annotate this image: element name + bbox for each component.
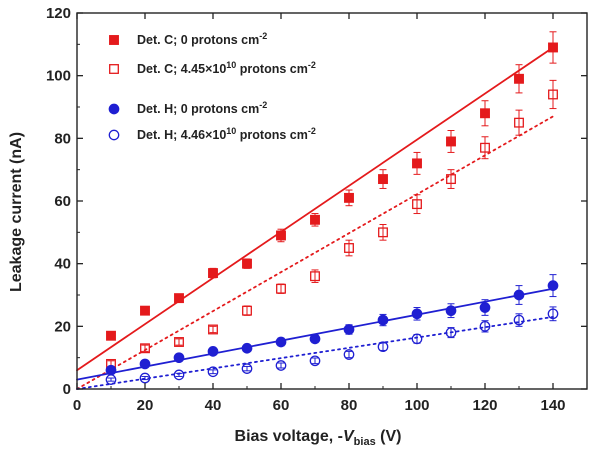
- data-point-series-2: [446, 174, 456, 185]
- data-point-series-1: [208, 268, 218, 279]
- data-point-series-1: [140, 305, 150, 316]
- data-point-series-3: [105, 364, 117, 376]
- data-point-series-3: [139, 358, 151, 370]
- x-tick-label: 120: [472, 397, 497, 414]
- data-point-series-3: [377, 314, 389, 326]
- data-point-series-4: [241, 363, 253, 374]
- data-point-series-4: [173, 369, 185, 381]
- data-point-series-2: [378, 227, 388, 238]
- legend-label-series-1: Det. C; 0 protons cm-2: [137, 31, 267, 47]
- data-point-series-1: [242, 258, 252, 269]
- data-point-series-2: [276, 283, 286, 294]
- data-point-series-1: [378, 174, 388, 185]
- data-point-series-2: [548, 89, 558, 100]
- data-point-series-4: [207, 366, 219, 378]
- x-axis-title-sub: bias: [354, 436, 376, 448]
- data-point-series-1: [412, 158, 422, 169]
- x-tick-label: 0: [73, 397, 81, 414]
- axes: 0 20 40 60 80 100 120 140 0 20 40 60 80 100 120: [46, 5, 588, 414]
- legend-label-series-3: Det. H; 0 protons cm-2: [137, 100, 267, 116]
- data-point-series-3: [513, 289, 525, 301]
- data-point-series-2: [242, 305, 252, 316]
- data-point-series-2: [140, 343, 150, 354]
- data-point-series-3: [547, 280, 559, 291]
- legend: Det. C; 0 protons cm-2 Det. C; 4.45×1010 …: [108, 31, 316, 142]
- data-point-series-4: [479, 320, 491, 332]
- fit-line-series-2: [76, 115, 554, 390]
- data-point-series-3: [343, 324, 355, 335]
- data-point-series-1: [548, 42, 558, 53]
- data-point-series-4: [547, 308, 559, 320]
- data-point-series-3: [411, 308, 423, 320]
- y-tick-label: 80: [54, 130, 71, 147]
- x-axis-title-var: V: [343, 428, 355, 445]
- data-point-series-1: [310, 214, 320, 225]
- data-point-series-4: [105, 374, 117, 385]
- data-point-series-3: [241, 342, 253, 354]
- data-point-series-4: [377, 341, 389, 353]
- data-point-series-4: [139, 372, 151, 384]
- y-tick-label: 100: [46, 68, 71, 85]
- data-point-series-4: [513, 314, 525, 326]
- y-tick-label: 120: [46, 5, 71, 22]
- legend-marker-series-2: [109, 64, 119, 74]
- data-point-series-3: [207, 346, 219, 357]
- x-tick-label: 60: [273, 397, 290, 414]
- y-tick-label: 60: [54, 193, 71, 210]
- y-tick-label: 20: [54, 318, 71, 335]
- fit-line-series-1: [76, 46, 554, 372]
- data-point-series-1: [344, 192, 354, 203]
- x-axis-title: Bias voltage, -Vbias (V): [235, 428, 402, 448]
- data-point-series-3: [309, 333, 321, 345]
- data-point-series-4: [309, 355, 321, 367]
- data-point-series-2: [412, 199, 422, 210]
- data-point-series-2: [344, 243, 354, 253]
- data-point-series-4: [275, 360, 287, 371]
- x-tick-label: 20: [137, 397, 154, 414]
- x-tick-label: 140: [540, 397, 565, 414]
- data-point-series-2: [480, 142, 490, 153]
- legend-marker-series-1: [109, 35, 119, 45]
- fit-line-series-4: [76, 316, 554, 390]
- data-point-series-2: [174, 337, 184, 347]
- data-markers: [105, 42, 559, 385]
- data-point-series-3: [275, 336, 287, 348]
- x-tick-label: 40: [205, 397, 222, 414]
- data-point-series-4: [445, 327, 457, 338]
- y-axis-title: Leakage current (nA): [8, 132, 25, 292]
- data-point-series-1: [446, 136, 456, 147]
- data-point-series-2: [514, 117, 524, 128]
- data-point-series-3: [173, 352, 185, 364]
- y-tick-label: 0: [63, 381, 71, 398]
- legend-marker-series-4: [108, 129, 120, 141]
- data-point-series-2: [208, 324, 218, 335]
- data-point-series-4: [343, 349, 355, 360]
- x-tick-label: 100: [404, 397, 429, 414]
- x-axis-title-unit: (V): [376, 428, 402, 445]
- legend-marker-series-3: [108, 103, 120, 115]
- data-point-series-3: [445, 305, 457, 317]
- legend-label-series-4: Det. H; 4.46×1010 protons cm-2: [137, 126, 316, 142]
- data-point-series-1: [106, 330, 116, 341]
- data-point-series-1: [174, 293, 184, 304]
- data-point-series-1: [276, 230, 286, 241]
- data-point-series-2: [310, 271, 320, 282]
- y-tick-label: 40: [54, 256, 71, 273]
- data-point-series-3: [479, 302, 491, 313]
- legend-label-series-2: Det. C; 4.45×1010 protons cm-2: [137, 60, 316, 76]
- x-axis-title-main: Bias voltage, -: [235, 428, 343, 445]
- data-point-series-1: [480, 108, 490, 119]
- data-point-series-4: [411, 333, 423, 345]
- data-point-series-1: [514, 73, 524, 84]
- x-tick-label: 80: [341, 397, 358, 414]
